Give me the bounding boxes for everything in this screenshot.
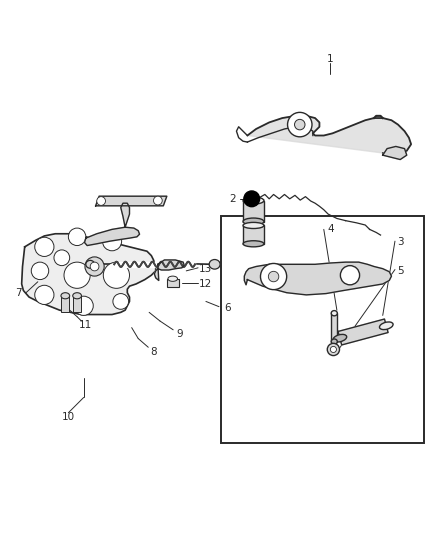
Circle shape	[327, 343, 339, 356]
Ellipse shape	[243, 241, 264, 247]
Bar	[61, 296, 69, 312]
Polygon shape	[121, 203, 130, 227]
Circle shape	[103, 262, 130, 288]
Ellipse shape	[243, 197, 264, 204]
Circle shape	[102, 231, 122, 251]
Text: 3: 3	[397, 238, 403, 247]
Circle shape	[54, 250, 70, 265]
Ellipse shape	[73, 293, 81, 299]
Bar	[243, 200, 264, 222]
Circle shape	[31, 262, 49, 280]
Ellipse shape	[243, 222, 264, 229]
Text: 9: 9	[177, 329, 183, 339]
Text: 11: 11	[79, 320, 92, 330]
Circle shape	[35, 237, 54, 256]
Ellipse shape	[333, 334, 347, 342]
Ellipse shape	[209, 260, 220, 269]
Text: 13: 13	[199, 264, 212, 273]
Circle shape	[74, 296, 93, 316]
Ellipse shape	[243, 218, 264, 225]
Bar	[221, 216, 424, 443]
Polygon shape	[95, 196, 167, 206]
Bar	[114, 262, 195, 267]
Circle shape	[330, 346, 336, 352]
Polygon shape	[21, 234, 155, 314]
Circle shape	[68, 228, 86, 246]
Polygon shape	[154, 260, 184, 280]
Bar	[331, 313, 337, 342]
Text: 8: 8	[150, 346, 157, 357]
Circle shape	[340, 265, 360, 285]
Bar	[166, 279, 179, 287]
Circle shape	[268, 271, 279, 282]
Ellipse shape	[168, 276, 177, 281]
Text: 5: 5	[397, 266, 403, 276]
Text: 4: 4	[327, 224, 334, 235]
Circle shape	[244, 191, 260, 207]
Text: 12: 12	[199, 279, 212, 289]
Ellipse shape	[61, 293, 70, 299]
Circle shape	[288, 112, 312, 137]
Circle shape	[294, 119, 305, 130]
Ellipse shape	[331, 339, 337, 344]
Bar	[73, 296, 81, 312]
Text: 2: 2	[230, 194, 236, 204]
Circle shape	[64, 262, 90, 288]
Circle shape	[261, 263, 287, 289]
Circle shape	[35, 285, 54, 304]
Ellipse shape	[86, 261, 95, 268]
Ellipse shape	[379, 322, 393, 329]
Polygon shape	[338, 319, 388, 345]
Text: 10: 10	[62, 412, 75, 422]
Circle shape	[85, 257, 104, 276]
Circle shape	[97, 197, 106, 205]
Text: 1: 1	[327, 54, 334, 64]
Text: 7: 7	[15, 288, 21, 298]
Polygon shape	[244, 262, 392, 295]
Circle shape	[153, 196, 162, 205]
Circle shape	[113, 294, 129, 309]
Bar	[243, 225, 264, 244]
Ellipse shape	[331, 311, 337, 316]
Text: 6: 6	[224, 303, 231, 313]
Polygon shape	[247, 116, 411, 155]
Polygon shape	[85, 227, 140, 246]
Circle shape	[90, 262, 99, 271]
Polygon shape	[383, 147, 407, 159]
